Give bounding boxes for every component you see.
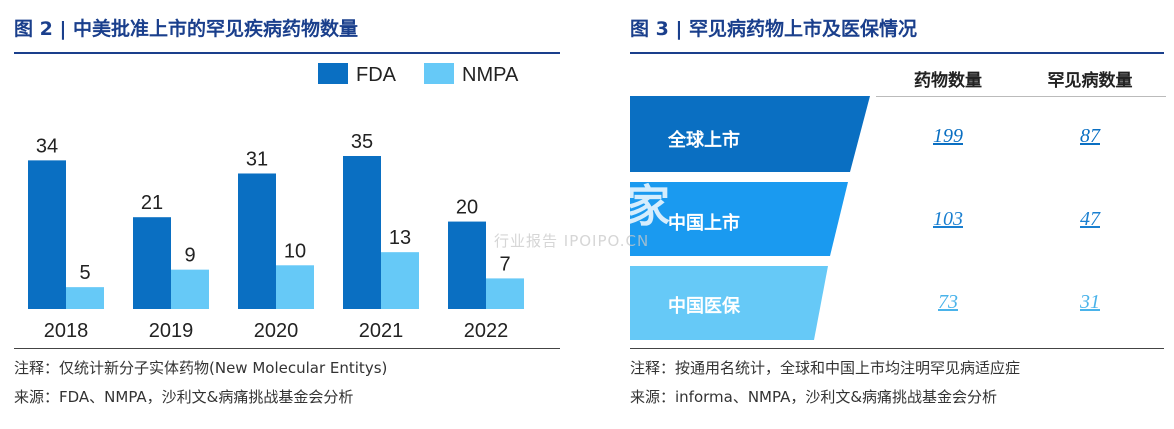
bar-fda-2019 <box>133 217 171 309</box>
funnel-band-global <box>630 96 870 172</box>
data-label-fda-2020: 31 <box>246 148 268 170</box>
data-label-nmpa-2020: 10 <box>284 240 306 262</box>
china-drug-count: 103 <box>933 208 963 230</box>
legend-label-nmpa: NMPA <box>462 64 519 86</box>
funnel-band-china <box>630 182 848 256</box>
bar-nmpa-2021 <box>381 252 419 309</box>
x-tick-label-2018: 2018 <box>44 320 89 342</box>
note-rule <box>14 348 560 349</box>
funnel-band-insurance <box>630 266 828 340</box>
funnel <box>630 96 870 340</box>
x-tick-label-2021: 2021 <box>359 320 404 342</box>
global-drug-count: 199 <box>933 125 963 147</box>
x-tick-label-2019: 2019 <box>149 320 194 342</box>
header-drug-count: 药物数量 <box>914 71 982 91</box>
data-label-nmpa-2018: 5 <box>79 262 90 284</box>
bar-nmpa-2019 <box>171 269 209 309</box>
watermark-sub: 行业报告 IPOIPO.CN <box>494 232 650 250</box>
data-label-fda-2021: 35 <box>351 131 373 153</box>
legend-swatch-fda <box>318 63 348 84</box>
table-title: 图 3 | 罕见病药物上市及医保情况 <box>630 18 918 40</box>
note-rule <box>630 348 1164 349</box>
watermark: 小并购家 <box>488 181 672 232</box>
right-figure: 图 3 | 罕见病药物上市及医保情况 药物数量 罕见病数量 全球上市 中国上市 … <box>620 0 1174 429</box>
insurance-disease-count: 31 <box>1080 291 1100 313</box>
bar-fda-2022 <box>448 221 486 309</box>
data-label-fda-2022: 20 <box>456 197 478 219</box>
x-tick-label-2020: 2020 <box>254 320 299 342</box>
chart-source: 来源：FDA、NMPA，沙利文&病痛挑战基金会分析 <box>14 388 354 406</box>
bar-nmpa-2018 <box>66 287 104 309</box>
data-label-nmpa-2022: 7 <box>499 253 510 275</box>
bar-fda-2021 <box>343 156 381 309</box>
chart-note: 注释：仅统计新分子实体药物(New Molecular Entitys) <box>14 359 388 377</box>
title-rule <box>14 52 560 54</box>
left-figure: 图 2 | 中美批准上市的罕见疾病药物数量 FDA NMPA 34 5 2018 21 9 2… <box>0 0 560 429</box>
insurance-drug-count: 73 <box>938 291 958 313</box>
bar-chart: FDA NMPA 34 5 2018 21 9 2019 31 10 2020 35 13 2021 20 7… <box>28 63 524 342</box>
bar-fda-2020 <box>238 173 276 309</box>
bar-fda-2018 <box>28 160 66 309</box>
data-label-nmpa-2019: 9 <box>184 245 195 267</box>
chart-title: 图 2 | 中美批准上市的罕见疾病药物数量 <box>14 18 359 40</box>
bar-nmpa-2020 <box>276 265 314 309</box>
data-label-nmpa-2021: 13 <box>389 227 411 249</box>
legend-label-fda: FDA <box>356 64 397 86</box>
data-label-fda-2019: 21 <box>141 192 163 214</box>
x-tick-label-2022: 2022 <box>464 320 509 342</box>
row-label-global: 全球上市 <box>668 130 740 151</box>
title-rule <box>630 52 1164 54</box>
bar-nmpa-2022 <box>486 278 524 309</box>
row-label-china: 中国上市 <box>668 213 740 234</box>
header-disease-count: 罕见病数量 <box>1047 71 1133 91</box>
row-label-insurance: 中国医保 <box>668 296 740 317</box>
global-disease-count: 87 <box>1080 125 1100 147</box>
data-label-fda-2018: 34 <box>36 135 58 157</box>
header-rule <box>876 96 1166 97</box>
table-note: 注释：按通用名统计，全球和中国上市均注明罕见病适应症 <box>630 359 1021 377</box>
legend-swatch-nmpa <box>424 63 454 84</box>
china-disease-count: 47 <box>1080 208 1100 230</box>
table-source: 来源：informa、NMPA，沙利文&病痛挑战基金会分析 <box>630 388 998 406</box>
